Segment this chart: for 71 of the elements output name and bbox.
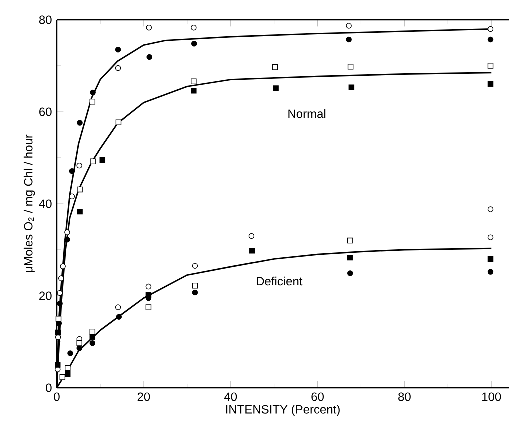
point [116, 314, 122, 320]
point [116, 120, 122, 126]
y-tick-label: 0 [46, 384, 52, 392]
point [191, 88, 197, 94]
point [488, 63, 494, 69]
point [488, 234, 494, 240]
point [488, 82, 494, 88]
point [76, 346, 82, 352]
point [68, 350, 74, 356]
point [55, 330, 62, 336]
point [58, 276, 64, 282]
point [146, 292, 152, 298]
point [90, 340, 96, 346]
point [191, 41, 198, 47]
point [146, 24, 152, 31]
y-tick-label: 80 [39, 16, 52, 24]
annotation: Deficient [257, 276, 303, 286]
x-tick-label: 20 [138, 392, 150, 402]
point [90, 90, 96, 96]
point [90, 158, 96, 165]
point [76, 162, 82, 169]
x-tick-label: 80 [398, 392, 411, 402]
point [55, 362, 61, 368]
point [76, 340, 82, 346]
point [100, 157, 106, 164]
point [348, 84, 355, 90]
point [273, 86, 279, 92]
point [65, 365, 71, 372]
x-tick-label: 60 [312, 392, 324, 402]
point [146, 54, 152, 60]
annotation: Normal [288, 109, 326, 118]
x-tick-label: 40 [224, 392, 238, 402]
point [57, 290, 63, 296]
point [249, 248, 256, 254]
y-tick-label: 60 [40, 108, 52, 116]
point [191, 78, 197, 85]
point [488, 269, 494, 275]
point [77, 120, 83, 126]
y-axis-title: μMoles O$_{2}$ / mg Chl / hour [24, 134, 36, 273]
point [488, 36, 494, 43]
point [272, 64, 278, 70]
point [57, 300, 63, 307]
point [348, 254, 354, 261]
point [69, 168, 76, 174]
point [77, 208, 83, 215]
point [90, 334, 96, 340]
point [64, 237, 70, 243]
point [77, 186, 83, 193]
point [191, 24, 197, 31]
point [346, 36, 352, 43]
point [488, 206, 494, 212]
point [60, 374, 66, 380]
point [192, 290, 198, 296]
point [115, 47, 122, 53]
point [488, 256, 494, 262]
x-axis-title: INTENSITY (Percent) [226, 405, 340, 416]
y-tick-label: 40 [39, 200, 52, 208]
point [192, 283, 198, 289]
point [64, 230, 70, 236]
point [348, 270, 354, 276]
x-tick-label: 0 [54, 392, 60, 402]
y-tick-label: 20 [40, 292, 52, 300]
point [348, 238, 354, 244]
point [115, 304, 122, 310]
x-tick-label: 100 [482, 392, 502, 402]
point [60, 264, 66, 270]
point [56, 316, 62, 322]
point [146, 304, 152, 310]
point [488, 26, 494, 32]
point [90, 99, 96, 105]
point [348, 64, 354, 70]
